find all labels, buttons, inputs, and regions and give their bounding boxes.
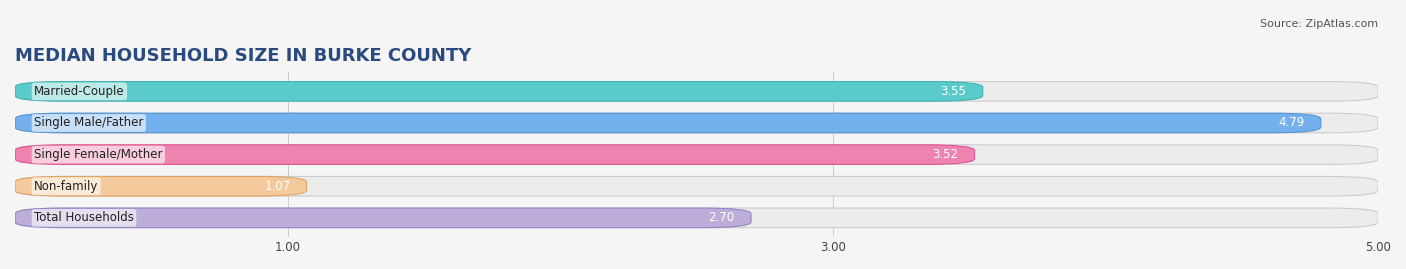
Text: Source: ZipAtlas.com: Source: ZipAtlas.com: [1260, 19, 1378, 29]
FancyBboxPatch shape: [15, 208, 1378, 228]
FancyBboxPatch shape: [15, 113, 1378, 133]
Text: 3.52: 3.52: [932, 148, 959, 161]
FancyBboxPatch shape: [15, 82, 1378, 101]
FancyBboxPatch shape: [15, 145, 974, 164]
Text: 2.70: 2.70: [709, 211, 735, 224]
FancyBboxPatch shape: [15, 176, 1378, 196]
Text: Single Female/Mother: Single Female/Mother: [34, 148, 163, 161]
Text: Single Male/Father: Single Male/Father: [34, 116, 143, 129]
Text: 4.79: 4.79: [1278, 116, 1305, 129]
FancyBboxPatch shape: [15, 113, 1320, 133]
Text: Non-family: Non-family: [34, 180, 98, 193]
Text: Married-Couple: Married-Couple: [34, 85, 125, 98]
Text: MEDIAN HOUSEHOLD SIZE IN BURKE COUNTY: MEDIAN HOUSEHOLD SIZE IN BURKE COUNTY: [15, 47, 471, 65]
FancyBboxPatch shape: [15, 145, 1378, 164]
Text: 3.55: 3.55: [941, 85, 966, 98]
FancyBboxPatch shape: [15, 176, 307, 196]
FancyBboxPatch shape: [15, 82, 983, 101]
FancyBboxPatch shape: [15, 208, 751, 228]
Text: 1.07: 1.07: [264, 180, 290, 193]
Text: Total Households: Total Households: [34, 211, 134, 224]
